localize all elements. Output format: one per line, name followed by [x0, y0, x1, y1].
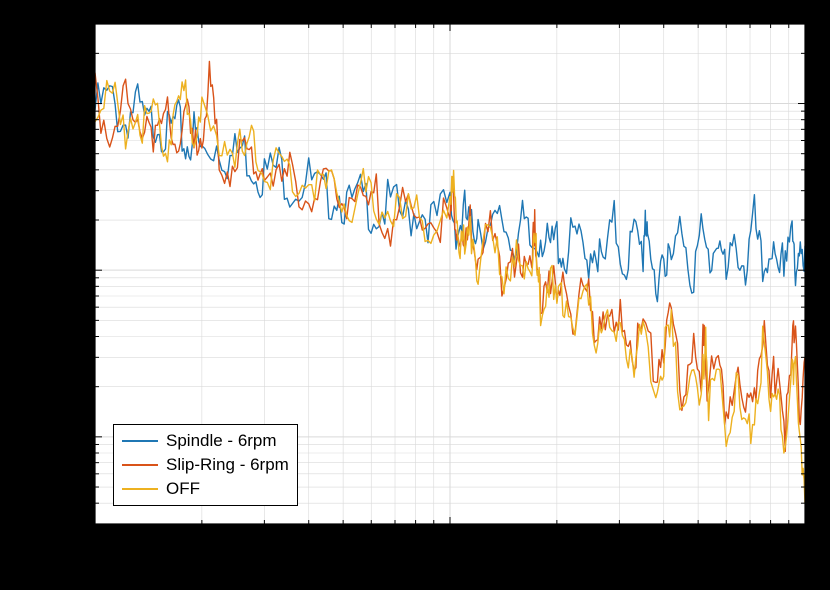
legend-swatch [122, 464, 158, 466]
legend-swatch [122, 488, 158, 490]
legend: Spindle - 6rpm Slip-Ring - 6rpm OFF [113, 424, 298, 506]
legend-item-off: OFF [122, 477, 289, 501]
legend-label: OFF [166, 479, 200, 499]
legend-swatch [122, 440, 158, 442]
legend-label: Spindle - 6rpm [166, 431, 277, 451]
legend-label: Slip-Ring - 6rpm [166, 455, 289, 475]
legend-item-spindle: Spindle - 6rpm [122, 429, 289, 453]
spectrum-chart: Spindle - 6rpm Slip-Ring - 6rpm OFF [0, 0, 830, 590]
legend-item-slipring: Slip-Ring - 6rpm [122, 453, 289, 477]
